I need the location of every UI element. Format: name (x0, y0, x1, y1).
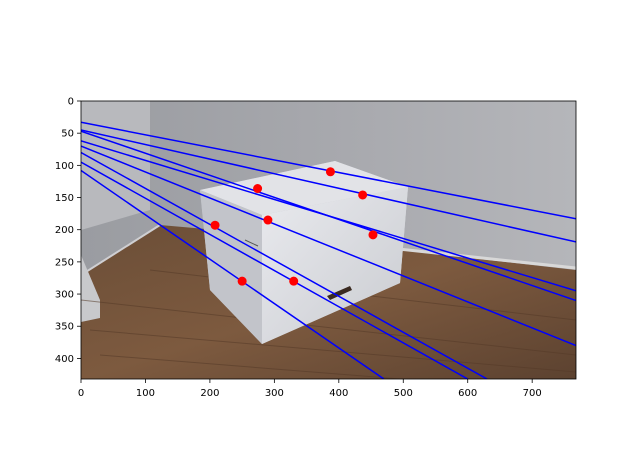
epipolar-line (81, 151, 488, 379)
y-axis: 0 50 100 150 200 250 300 350 400 (55, 97, 81, 365)
keypoint-marker (253, 184, 263, 194)
y-tick-label: 50 (61, 129, 74, 140)
epipolar-line (81, 129, 576, 243)
y-tick-label: 150 (55, 193, 74, 204)
keypoint-marker (368, 230, 378, 240)
y-tick-label: 250 (55, 257, 74, 268)
keypoint-marker (263, 215, 273, 225)
background-photo (81, 101, 576, 379)
x-tick-label: 400 (329, 388, 348, 399)
keypoint-marker (325, 167, 335, 177)
y-tick-label: 200 (55, 225, 74, 236)
y-tick-label: 350 (55, 322, 74, 333)
keypoint-marker (358, 190, 368, 200)
epipolar-line (81, 161, 469, 379)
y-tick-label: 400 (55, 354, 74, 365)
keypoints (210, 167, 378, 286)
x-tick-label: 500 (394, 388, 413, 399)
x-tick-label: 600 (458, 388, 477, 399)
keypoint-marker (210, 220, 220, 230)
keypoint-marker (237, 276, 247, 286)
x-tick-label: 200 (200, 388, 219, 399)
y-tick-label: 300 (55, 290, 74, 301)
keypoint-marker (289, 276, 299, 286)
x-tick-label: 300 (265, 388, 284, 399)
x-axis: 0 100 200 300 400 500 600 700 (78, 379, 542, 399)
y-tick-label: 100 (55, 161, 74, 172)
x-tick-label: 100 (136, 388, 155, 399)
plot-frame (80, 100, 577, 380)
epipolar-line (81, 140, 576, 292)
y-tick-label: 0 (68, 97, 74, 108)
epipolar-line (81, 145, 576, 347)
x-tick-label: 700 (523, 388, 542, 399)
epipolar-line (81, 169, 385, 379)
x-tick-label: 0 (78, 388, 84, 399)
